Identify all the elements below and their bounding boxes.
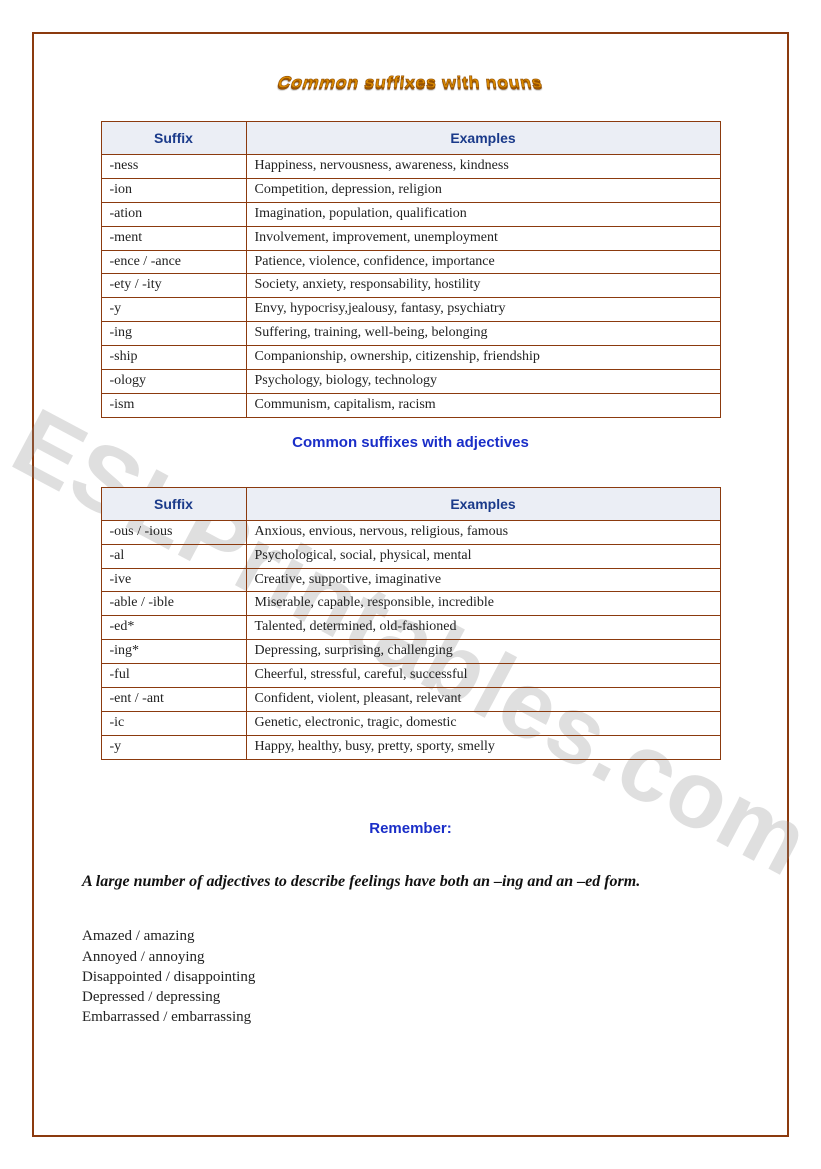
- suffix-cell: -ent / -ant: [101, 688, 246, 712]
- table-row: -ionCompetition, depression, religion: [101, 178, 720, 202]
- examples-cell: Psychological, social, physical, mental: [246, 544, 720, 568]
- table-row: -ing*Depressing, surprising, challenging: [101, 640, 720, 664]
- examples-cell: Psychology, biology, technology: [246, 370, 720, 394]
- examples-cell: Happiness, nervousness, awareness, kindn…: [246, 155, 720, 179]
- table-row: -ationImagination, population, qualifica…: [101, 202, 720, 226]
- table-header-row: Suffix Examples: [101, 487, 720, 520]
- remember-heading: Remember:: [76, 820, 745, 837]
- table-row: -alPsychological, social, physical, ment…: [101, 544, 720, 568]
- suffix-cell: -y: [101, 298, 246, 322]
- examples-cell: Suffering, training, well-being, belongi…: [246, 322, 720, 346]
- adjective-pair: Depressed / depressing: [82, 987, 745, 1007]
- suffix-cell: -al: [101, 544, 246, 568]
- table-row: -ed*Talented, determined, old-fashioned: [101, 616, 720, 640]
- suffix-cell: -ism: [101, 393, 246, 417]
- intro-text: A large number of adjectives to describe…: [82, 871, 745, 893]
- examples-cell: Creative, supportive, imaginative: [246, 568, 720, 592]
- table-row: -ologyPsychology, biology, technology: [101, 370, 720, 394]
- suffix-cell: -ed*: [101, 616, 246, 640]
- examples-cell: Companionship, ownership, citizenship, f…: [246, 346, 720, 370]
- suffix-cell: -ful: [101, 664, 246, 688]
- table-row: -ingSuffering, training, well-being, bel…: [101, 322, 720, 346]
- suffix-cell: -ion: [101, 178, 246, 202]
- table-row: -iveCreative, supportive, imaginative: [101, 568, 720, 592]
- examples-cell: Cheerful, stressful, careful, successful: [246, 664, 720, 688]
- adjective-pair: Disappointed / disappointing: [82, 967, 745, 987]
- content: Common suffixes with nouns Suffix Exampl…: [32, 32, 789, 1048]
- table-row: -ent / -antConfident, violent, pleasant,…: [101, 688, 720, 712]
- table-row: -ismCommunism, capitalism, racism: [101, 393, 720, 417]
- wordart-title: Common suffixes with nouns: [76, 72, 745, 93]
- table-row: -mentInvolvement, improvement, unemploym…: [101, 226, 720, 250]
- adjective-pair: Embarrassed / embarrassing: [82, 1007, 745, 1027]
- table-row: -ety / -itySociety, anxiety, responsabil…: [101, 274, 720, 298]
- suffix-cell: -ing: [101, 322, 246, 346]
- table-row: -yEnvy, hypocrisy,jealousy, fantasy, psy…: [101, 298, 720, 322]
- examples-cell: Anxious, envious, nervous, religious, fa…: [246, 520, 720, 544]
- suffix-cell: -ety / -ity: [101, 274, 246, 298]
- table-row: -icGenetic, electronic, tragic, domestic: [101, 711, 720, 735]
- col-suffix: Suffix: [101, 122, 246, 155]
- examples-cell: Happy, healthy, busy, pretty, sporty, sm…: [246, 735, 720, 759]
- table-row: -ence / -ancePatience, violence, confide…: [101, 250, 720, 274]
- table-header-row: Suffix Examples: [101, 122, 720, 155]
- suffix-cell: -y: [101, 735, 246, 759]
- adjectives-heading: Common suffixes with adjectives: [76, 434, 745, 451]
- examples-cell: Confident, violent, pleasant, relevant: [246, 688, 720, 712]
- suffix-cell: -ous / -ious: [101, 520, 246, 544]
- examples-cell: Envy, hypocrisy,jealousy, fantasy, psych…: [246, 298, 720, 322]
- examples-cell: Society, anxiety, responsability, hostil…: [246, 274, 720, 298]
- examples-cell: Miserable, capable, responsible, incredi…: [246, 592, 720, 616]
- examples-cell: Talented, determined, old-fashioned: [246, 616, 720, 640]
- examples-cell: Competition, depression, religion: [246, 178, 720, 202]
- table-row: -nessHappiness, nervousness, awareness, …: [101, 155, 720, 179]
- suffix-cell: -able / -ible: [101, 592, 246, 616]
- col-suffix: Suffix: [101, 487, 246, 520]
- noun-suffix-table: Suffix Examples -nessHappiness, nervousn…: [101, 121, 721, 418]
- suffix-cell: -ology: [101, 370, 246, 394]
- adjective-suffix-table: Suffix Examples -ous / -iousAnxious, env…: [101, 487, 721, 760]
- suffix-cell: -ness: [101, 155, 246, 179]
- examples-cell: Involvement, improvement, unemployment: [246, 226, 720, 250]
- table-row: -ous / -iousAnxious, envious, nervous, r…: [101, 520, 720, 544]
- col-examples: Examples: [246, 487, 720, 520]
- suffix-cell: -ence / -ance: [101, 250, 246, 274]
- examples-cell: Patience, violence, confidence, importan…: [246, 250, 720, 274]
- examples-cell: Genetic, electronic, tragic, domestic: [246, 711, 720, 735]
- suffix-cell: -ation: [101, 202, 246, 226]
- suffix-cell: -ic: [101, 711, 246, 735]
- adjective-pairs-list: Amazed / amazingAnnoyed / annoyingDisapp…: [82, 926, 745, 1027]
- table-row: -able / -ibleMiserable, capable, respons…: [101, 592, 720, 616]
- table-row: -fulCheerful, stressful, careful, succes…: [101, 664, 720, 688]
- table-row: -yHappy, healthy, busy, pretty, sporty, …: [101, 735, 720, 759]
- table-row: -shipCompanionship, ownership, citizensh…: [101, 346, 720, 370]
- adjective-pair: Annoyed / annoying: [82, 947, 745, 967]
- suffix-cell: -ment: [101, 226, 246, 250]
- suffix-cell: -ing*: [101, 640, 246, 664]
- examples-cell: Communism, capitalism, racism: [246, 393, 720, 417]
- adjective-pair: Amazed / amazing: [82, 926, 745, 946]
- examples-cell: Imagination, population, qualification: [246, 202, 720, 226]
- page: ESLPrintables.com Common suffixes with n…: [0, 0, 821, 1169]
- wordart-text: Common suffixes with nouns: [275, 73, 545, 92]
- suffix-cell: -ive: [101, 568, 246, 592]
- col-examples: Examples: [246, 122, 720, 155]
- suffix-cell: -ship: [101, 346, 246, 370]
- examples-cell: Depressing, surprising, challenging: [246, 640, 720, 664]
